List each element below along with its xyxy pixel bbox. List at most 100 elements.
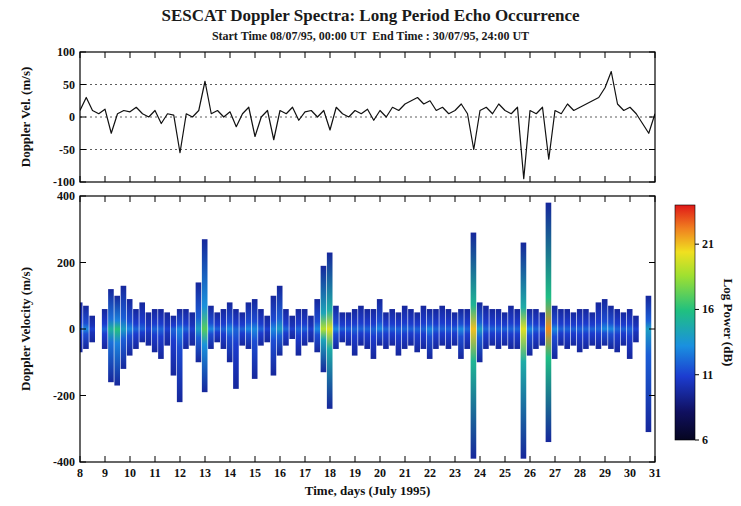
x-tick (280, 176, 281, 182)
colorbar-tick (695, 374, 699, 375)
spectrum-column (252, 299, 258, 379)
line (80, 72, 655, 179)
spectrum-column (227, 302, 233, 362)
x-tick-label: 18 (324, 466, 336, 480)
x-tick (505, 196, 506, 202)
plot-bg (80, 196, 655, 462)
spectrum-column (258, 309, 264, 346)
x-tick (655, 196, 656, 202)
spectrum-column (208, 306, 214, 349)
x-tick-label: 28 (574, 466, 586, 480)
spectrum-column (514, 309, 520, 349)
spectrum-column (521, 243, 527, 459)
x-tick-label: 23 (449, 466, 461, 480)
spectrum-column (589, 312, 595, 345)
x-tick (655, 456, 656, 462)
x-tick (655, 52, 656, 58)
colorbar (675, 205, 695, 440)
x-tick (455, 456, 456, 462)
y-tick-label: -100 (53, 175, 75, 189)
x-tick (530, 176, 531, 182)
x-tick (105, 456, 106, 462)
spectrum-column (114, 296, 120, 386)
y-tick-label: -400 (53, 455, 75, 469)
x-tick (280, 456, 281, 462)
y-tick-label: 100 (57, 45, 75, 59)
x-tick (230, 52, 231, 58)
y-tick (80, 182, 86, 183)
x-tick (580, 52, 581, 58)
x-tick (255, 196, 256, 202)
x-tick (505, 52, 506, 58)
data-group (80, 203, 651, 459)
y-axis-title: Doppler Velocity (m/s) (18, 267, 33, 391)
spectrum-column (196, 282, 202, 362)
x-tick-label: 14 (224, 466, 236, 480)
data-group (80, 72, 655, 179)
spectrum-column (458, 309, 464, 359)
x-tick-label: 26 (524, 466, 536, 480)
x-tick-label: 9 (102, 466, 108, 480)
spectrum-column (377, 299, 383, 346)
spectrum-column (189, 312, 195, 345)
spectrum-column (352, 309, 358, 356)
spectrum-column (427, 309, 433, 359)
x-tick (405, 456, 406, 462)
spectrum-column (133, 309, 139, 349)
x-tick (155, 196, 156, 202)
x-tick (305, 176, 306, 182)
spectrum-column (296, 309, 302, 356)
spectrum-column (339, 312, 345, 342)
y-tick (80, 52, 86, 53)
x-tick (255, 176, 256, 182)
grid-line (80, 149, 655, 150)
spectrum-column (358, 306, 364, 346)
x-tick (305, 196, 306, 202)
colorbar-tick-label: 6 (702, 433, 708, 447)
x-tick (655, 176, 656, 182)
x-tick (130, 196, 131, 202)
spectrum-column (608, 306, 614, 349)
spectrum-column (308, 316, 314, 343)
x-tick (555, 52, 556, 58)
x-tick (155, 52, 156, 58)
spectrum-column (508, 306, 514, 349)
x-tick (280, 52, 281, 58)
spectrum-column (364, 309, 370, 349)
spectrum-column (502, 312, 508, 345)
spectrum-column (533, 309, 539, 349)
x-tick (480, 196, 481, 202)
x-tick (405, 196, 406, 202)
spectrum-column (414, 312, 420, 352)
spectrum-column (552, 306, 558, 359)
x-tick (380, 456, 381, 462)
y-tick (80, 149, 86, 150)
spectrum-column (214, 312, 220, 342)
spectrum-column (527, 309, 533, 356)
x-tick (580, 196, 581, 202)
x-tick-label: 22 (424, 466, 436, 480)
spectrum-column (621, 312, 627, 345)
spectrum-column (164, 312, 170, 345)
x-tick (630, 176, 631, 182)
x-tick (555, 176, 556, 182)
y-tick-label: 0 (69, 322, 75, 336)
spectrum-column (152, 309, 158, 352)
x-tick (355, 52, 356, 58)
x-tick (630, 456, 631, 462)
x-tick (255, 52, 256, 58)
y-tick-label: -50 (59, 143, 75, 157)
x-tick (430, 176, 431, 182)
plot-bg (80, 52, 655, 182)
x-tick (455, 176, 456, 182)
spectrum-column (202, 239, 208, 392)
spectrum-column (452, 312, 458, 345)
x-tick-label: 21 (399, 466, 411, 480)
x-tick-label: 31 (649, 466, 661, 480)
spectrum-column (421, 306, 427, 349)
spectrum-column (496, 309, 502, 349)
colorbar-tick (695, 309, 699, 310)
spectrum-column (158, 309, 164, 359)
y-tick (649, 52, 655, 53)
spectrum-column (489, 309, 495, 346)
